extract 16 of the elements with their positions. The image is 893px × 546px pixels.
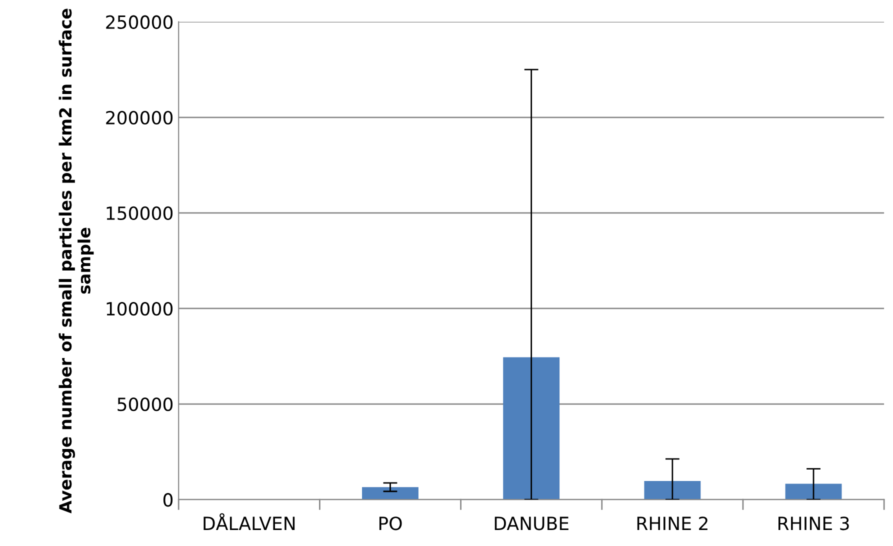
bar xyxy=(644,481,701,500)
x-tick-label: DANUBE xyxy=(494,516,568,530)
bar xyxy=(785,484,842,500)
y-tick-label: 150000 xyxy=(106,206,173,220)
y-tick-label: 0 xyxy=(163,493,173,507)
x-tick-label: PO xyxy=(379,516,402,530)
y-tick-label: 50000 xyxy=(118,398,173,412)
y-tick-label: 200000 xyxy=(106,110,173,125)
y-tick-label: 250000 xyxy=(106,15,173,29)
x-tick-label: DÅLALVEN xyxy=(204,513,295,530)
bar xyxy=(362,487,418,500)
bar xyxy=(503,357,560,500)
y-axis-title: Average number of small particles per km2 in surface sample xyxy=(58,8,94,514)
x-tick-label: RHINE 2 xyxy=(637,516,708,530)
x-tick-label: RHINE 3 xyxy=(778,516,849,530)
y-tick-label: 100000 xyxy=(106,302,173,316)
